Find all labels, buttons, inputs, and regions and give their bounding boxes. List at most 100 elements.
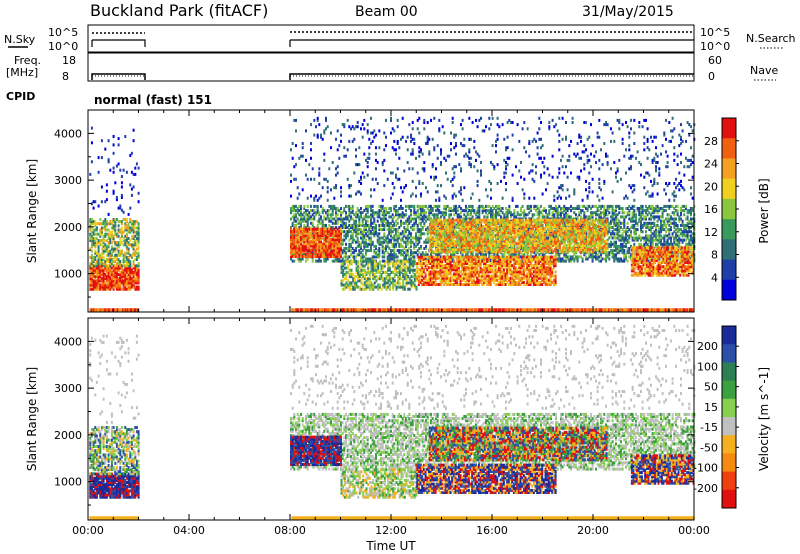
heatmap-cell xyxy=(90,283,93,287)
heatmap-cell xyxy=(346,249,349,253)
heatmap-cell xyxy=(94,224,97,228)
heatmap-cell xyxy=(370,219,372,223)
heatmap-cell xyxy=(137,251,140,255)
heatmap-cell xyxy=(336,217,339,221)
heatmap-cell xyxy=(418,247,421,250)
heatmap-cell xyxy=(129,253,132,257)
heatmap-cell xyxy=(370,215,372,219)
heatmap-cell xyxy=(368,230,371,234)
heatmap-cell xyxy=(115,270,118,274)
heatmap-cell xyxy=(110,241,113,245)
heatmap-cell xyxy=(102,273,105,276)
heatmap-cell xyxy=(315,204,317,208)
heatmap-cell xyxy=(340,219,342,223)
heatmap-cell xyxy=(411,236,414,240)
heatmap-cell xyxy=(129,230,132,234)
heatmap-cell xyxy=(333,259,336,263)
heatmap-cell xyxy=(124,241,127,245)
heatmap-cell xyxy=(122,279,125,283)
heatmap-cell xyxy=(350,207,352,210)
freq-label-line2: [MHz] xyxy=(6,66,38,79)
heatmap-cell xyxy=(301,217,304,221)
heatmap-cell xyxy=(340,223,342,227)
heatmap-cell xyxy=(135,247,138,251)
heatmap-cell xyxy=(363,217,366,221)
heatmap-cell xyxy=(306,215,309,219)
heatmap-cell xyxy=(107,249,110,253)
heatmap-cell xyxy=(386,244,389,248)
heatmap-cell xyxy=(365,221,367,225)
heatmap-cell xyxy=(321,209,324,213)
heatmap-cell xyxy=(321,219,324,223)
heatmap-cell xyxy=(413,213,416,217)
heatmap-cell xyxy=(411,251,414,255)
heatmap-cell xyxy=(92,222,95,226)
heatmap-cell xyxy=(368,215,371,219)
heatmap-cell xyxy=(129,268,132,272)
heatmap-cell xyxy=(129,273,132,276)
heatmap-cell xyxy=(386,221,389,225)
heatmap-cell xyxy=(99,283,102,287)
heatmap-cell xyxy=(115,266,118,270)
heatmap-cell xyxy=(430,204,432,208)
heatmap-cell xyxy=(130,220,133,224)
heatmap-cell xyxy=(112,273,115,276)
heatmap-cell xyxy=(300,226,302,229)
heatmap-cell xyxy=(395,228,397,232)
heatmap-cell xyxy=(346,230,349,234)
heatmap-cell xyxy=(104,268,107,272)
heatmap-cell xyxy=(425,253,427,257)
heatmap-cell xyxy=(393,228,396,232)
heatmap-cell xyxy=(408,232,411,236)
heatmap-cell xyxy=(102,239,105,243)
heatmap-cell xyxy=(120,281,123,285)
heatmap-cell xyxy=(290,211,292,215)
heatmap-cell xyxy=(321,207,324,210)
heatmap-cell xyxy=(107,241,110,245)
heatmap-cell xyxy=(408,215,411,219)
heatmap-cell xyxy=(112,264,115,268)
heatmap-cell xyxy=(300,215,302,219)
heatmap-cell xyxy=(431,213,434,217)
heatmap-cell xyxy=(360,211,362,215)
heatmap-cell xyxy=(129,287,132,291)
heatmap-cell xyxy=(428,257,431,261)
heatmap-cell xyxy=(89,237,92,240)
heatmap-cell xyxy=(112,220,115,224)
heatmap-cell xyxy=(97,239,100,243)
heatmap-cell xyxy=(125,234,128,238)
heatmap-cell xyxy=(353,257,356,261)
heatmap-cell xyxy=(100,268,103,272)
heatmap-cell xyxy=(127,226,130,230)
heatmap-cell xyxy=(115,243,118,247)
heatmap-cell xyxy=(366,242,369,246)
heatmap-cell xyxy=(418,230,421,234)
heatmap-cell xyxy=(396,209,399,213)
heatmap-cell xyxy=(410,234,412,238)
heatmap-cell xyxy=(420,228,422,232)
heatmap-cell xyxy=(425,215,427,219)
heatmap-cell xyxy=(89,270,92,274)
heatmap-cell xyxy=(400,238,402,242)
heatmap-cell xyxy=(114,247,117,251)
heatmap-cell xyxy=(341,259,344,263)
heatmap-cell xyxy=(378,209,381,213)
heatmap-cell xyxy=(386,240,389,244)
heatmap-cell xyxy=(410,226,412,229)
heatmap-cell xyxy=(97,275,100,279)
heatmap-cell xyxy=(105,285,108,289)
heatmap-cell xyxy=(95,237,98,240)
heatmap-cell xyxy=(293,223,296,227)
heatmap-cell xyxy=(371,221,374,225)
heatmap-cell xyxy=(295,219,297,223)
heatmap-cell xyxy=(90,253,93,257)
heatmap-cell xyxy=(356,240,359,244)
heatmap-cell xyxy=(420,204,422,208)
heatmap-cell xyxy=(326,213,329,217)
heatmap-cell xyxy=(114,285,117,289)
heatmap-cell xyxy=(408,257,411,261)
heatmap-cell xyxy=(105,287,108,291)
heatmap-cell xyxy=(125,245,128,249)
heatmap-cell xyxy=(137,262,140,266)
heatmap-cell xyxy=(134,270,137,274)
